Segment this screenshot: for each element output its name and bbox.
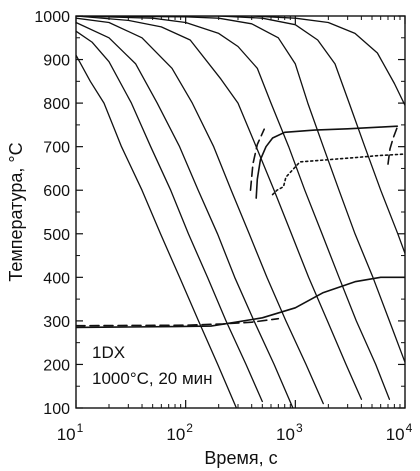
series-cooling-5 [76,16,391,400]
y-tick-label-400: 400 [43,270,70,287]
y-tick-label-200: 200 [43,357,70,374]
annotations-layer: 1DX 1000°С, 20 мин [92,343,213,388]
y-tick-label-700: 700 [43,140,70,157]
series-cooling-7 [76,16,405,255]
series-end_transformation_upper-12 [271,153,405,196]
x-tick-label-100: 102 [166,421,193,444]
y-axis-label: Температура, °С [6,142,26,281]
series-cooling-6 [76,16,405,363]
series-phase_boundary_upper_left-10 [249,128,265,191]
series-phase_boundary_upper_right-11 [387,126,399,165]
axes-layer: 100 200 300 400 500 600 700 800 900 1000 101 102 103… [34,9,412,444]
y-tick-label-300: 300 [43,314,70,331]
series-cooling-1 [76,30,263,403]
series-cooling-4 [76,16,363,400]
y-tick-label-600: 600 [43,183,70,200]
x-tick-label-10: 101 [57,421,84,444]
y-tick-label-800: 800 [43,96,70,113]
y-tick-label-900: 900 [43,53,70,70]
series-martensite_dashed-14 [76,317,280,327]
annotation-heat-treatment: 1000°С, 20 мин [92,369,213,388]
series-start_transformation_upper-9 [255,125,399,199]
annotation-steel-grade: 1DX [92,343,125,362]
curves-layer [76,16,405,408]
x-tick-label-1000: 103 [276,421,303,444]
series-cooling-3 [76,17,324,405]
series-cooling-0 [76,54,238,408]
x-tick-label-10000: 104 [386,421,413,444]
series-cooling-2 [76,21,294,408]
y-tick-label-1000: 1000 [34,9,70,26]
y-tick-label-100: 100 [43,401,70,418]
series-martensite_start-13 [76,276,405,329]
y-tick-label-500: 500 [43,227,70,244]
x-axis-label: Время, с [204,448,277,468]
